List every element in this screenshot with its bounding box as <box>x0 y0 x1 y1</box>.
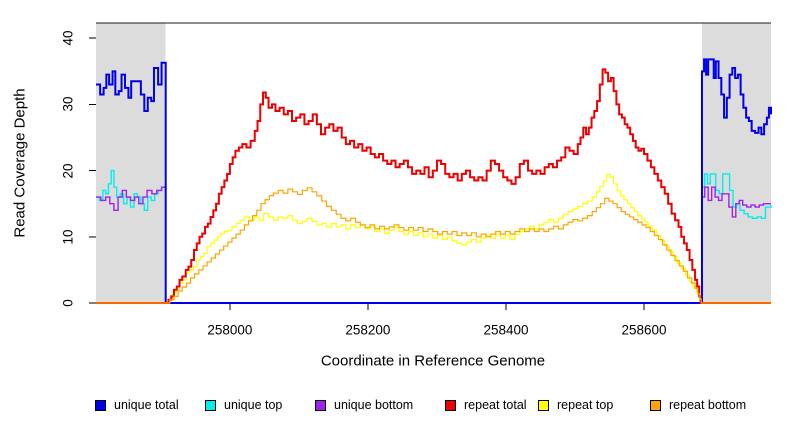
legend-swatch-unique-top <box>205 399 216 411</box>
y-tick-label-20: 20 <box>60 163 76 179</box>
legend-item-unique-top: unique top <box>205 398 282 412</box>
masked-region-band-left <box>96 23 166 303</box>
legend-label-unique-top: unique top <box>224 398 283 412</box>
plot-area <box>89 22 772 310</box>
legend-item-unique-bottom: unique bottom <box>315 398 413 412</box>
series-unique-top-line <box>96 169 772 304</box>
legend-label-repeat-total: repeat total <box>464 398 527 412</box>
masked-region-band-right <box>701 23 771 303</box>
legend-label-unique-total: unique total <box>114 398 179 412</box>
legend-swatch-repeat-total <box>445 399 456 411</box>
x-tick-label-258600: 258600 <box>621 322 667 338</box>
legend-label-repeat-bottom: repeat bottom <box>669 398 747 412</box>
legend-label-repeat-top: repeat top <box>557 398 614 412</box>
legend-swatch-repeat-bottom <box>650 399 661 411</box>
y-tick-label-0: 0 <box>60 299 76 307</box>
y-axis-title: Read Coverage Depth <box>11 88 29 238</box>
legend-label-unique-bottom: unique bottom <box>334 398 414 412</box>
legend-swatch-repeat-top <box>538 399 549 411</box>
x-tick-label-258000: 258000 <box>207 322 253 338</box>
series-repeat-bottom-line <box>96 187 771 304</box>
y-tick-label-10: 10 <box>60 229 76 245</box>
x-tick-label-258200: 258200 <box>345 322 391 338</box>
legend-swatch-unique-total <box>95 399 106 411</box>
series-unique-total-line <box>96 58 772 304</box>
series-repeat-top-line <box>96 173 771 304</box>
x-tick-label-258400: 258400 <box>483 322 529 338</box>
legend-item-repeat-bottom: repeat bottom <box>650 398 746 412</box>
legend-item-repeat-top: repeat top <box>538 398 613 412</box>
y-tick-label-40: 40 <box>60 30 76 46</box>
legend-swatch-unique-bottom <box>315 399 326 411</box>
legend-item-unique-total: unique total <box>95 398 179 412</box>
y-tick-label-30: 30 <box>60 96 76 112</box>
legend-item-repeat-total: repeat total <box>445 398 527 412</box>
series-repeat-total-line <box>96 68 771 304</box>
x-axis-title: Coordinate in Reference Genome <box>320 352 546 370</box>
